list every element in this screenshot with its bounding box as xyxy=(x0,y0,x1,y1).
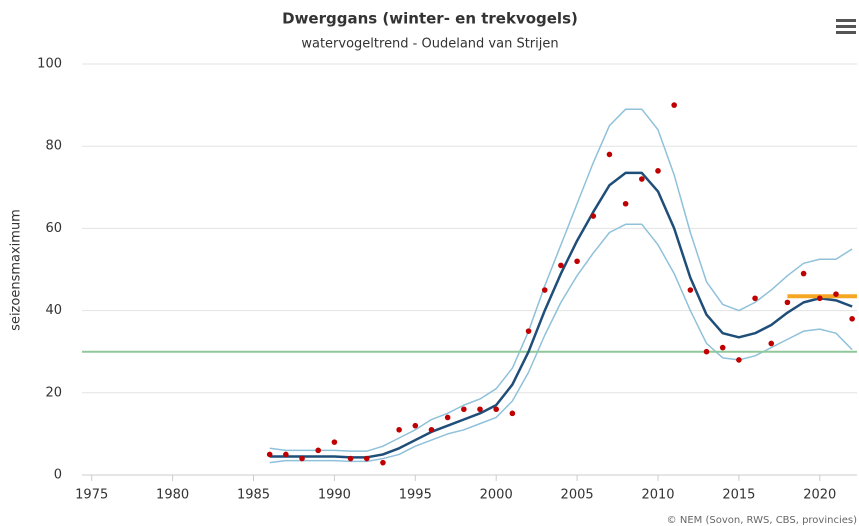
data-point xyxy=(590,213,597,219)
data-point xyxy=(477,406,483,413)
data-point xyxy=(412,422,419,429)
data-point xyxy=(671,102,677,108)
data-point xyxy=(428,426,435,433)
data-point xyxy=(525,328,532,334)
data-point xyxy=(768,340,775,347)
data-point xyxy=(493,406,499,413)
data-point xyxy=(606,151,613,158)
x-tick-label: 1980 xyxy=(156,488,189,503)
data-point xyxy=(380,459,386,466)
x-tick-label: 1990 xyxy=(318,488,351,503)
data-point xyxy=(396,426,402,433)
x-tick-label: 2010 xyxy=(641,488,674,503)
data-point xyxy=(800,270,807,277)
data-point xyxy=(752,295,758,302)
x-tick-label: 2005 xyxy=(561,488,594,503)
chart-title: Dwerggans (winter- en trekvogels) xyxy=(282,10,578,28)
x-tick-label: 1975 xyxy=(75,488,108,503)
y-tick-label: 60 xyxy=(45,221,62,236)
data-point xyxy=(703,348,710,355)
y-tick-label: 80 xyxy=(45,139,62,154)
y-axis-label: seizoensmaximum xyxy=(9,209,24,331)
menu-button[interactable] xyxy=(836,19,856,34)
series-line xyxy=(269,223,853,464)
data-point xyxy=(283,451,289,458)
x-tick-label: 2000 xyxy=(480,488,513,503)
data-point xyxy=(574,258,580,265)
data-point xyxy=(315,447,322,454)
data-point xyxy=(363,455,370,462)
data-point xyxy=(509,410,516,417)
x-tick-label: 2015 xyxy=(722,488,755,503)
y-tick-label: 40 xyxy=(45,303,62,318)
data-point xyxy=(687,287,694,293)
data-point xyxy=(833,291,839,297)
data-point xyxy=(299,455,305,462)
x-tick-label: 1985 xyxy=(237,488,270,503)
data-point xyxy=(347,455,354,462)
data-point xyxy=(331,439,338,445)
chart-subtitle: watervogeltrend - Oudeland van Strijen xyxy=(301,37,558,52)
data-point xyxy=(655,168,661,174)
series-line xyxy=(269,171,853,459)
credit: © NEM (Sovon, RWS, CBS, provincies) xyxy=(667,515,857,526)
x-tick-label: 1995 xyxy=(399,488,432,503)
data-point xyxy=(541,287,548,293)
data-point xyxy=(816,295,823,302)
data-point xyxy=(444,414,451,421)
data-point xyxy=(849,316,855,322)
y-tick-label: 100 xyxy=(37,57,62,72)
data-point xyxy=(736,357,742,363)
data-point xyxy=(719,344,726,351)
data-point xyxy=(784,299,791,306)
x-tick-label: 2020 xyxy=(803,488,836,503)
data-point xyxy=(266,451,273,458)
data-point xyxy=(622,200,629,207)
data-point xyxy=(558,262,564,269)
data-point xyxy=(461,406,467,413)
data-point xyxy=(639,176,645,182)
y-tick-label: 20 xyxy=(45,385,62,400)
y-tick-label: 0 xyxy=(54,468,62,483)
series-line xyxy=(269,108,853,452)
